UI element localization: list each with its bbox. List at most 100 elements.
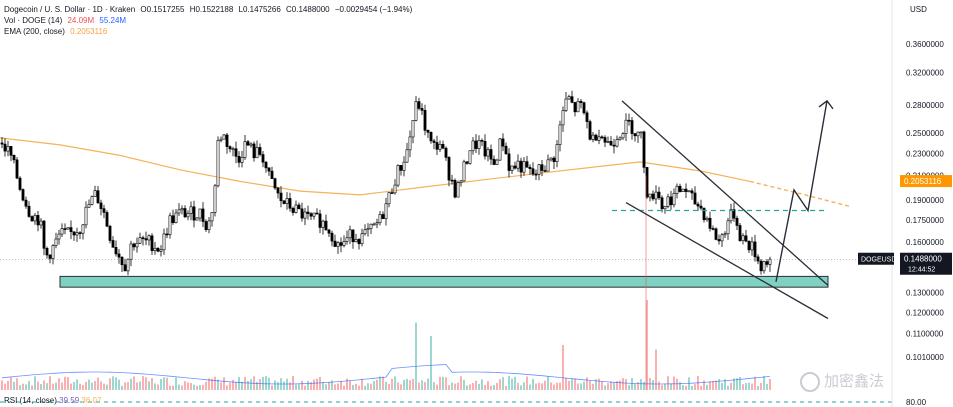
volume-legend[interactable]: Vol · DOGE (14) 24.09M 55.24M	[4, 15, 129, 26]
candle-body	[21, 189, 25, 201]
candle-body	[561, 110, 565, 126]
candle-body	[507, 153, 511, 171]
volume-bar	[40, 384, 42, 390]
volume-bar	[451, 382, 453, 390]
candle-body	[756, 256, 760, 262]
candle-body	[663, 205, 667, 210]
volume-bar	[55, 382, 57, 390]
candle-body	[564, 98, 568, 111]
candle-body	[585, 112, 589, 122]
close-value: C0.1488000	[286, 5, 330, 14]
candle-body	[477, 140, 481, 149]
candle-body	[429, 132, 433, 142]
volume-bar	[100, 381, 102, 390]
symbol-legend[interactable]: Dogecoin / U. S. Dollar · 1D · Kraken O0…	[4, 4, 415, 15]
candle-body	[36, 215, 40, 226]
candle-body	[66, 227, 70, 230]
symbol-tag-label: DOGEUSD	[861, 257, 896, 264]
candle-body	[420, 108, 424, 111]
volume-bar	[349, 380, 351, 390]
candle-body	[681, 188, 685, 192]
candle-body	[30, 216, 34, 222]
candle-body	[198, 208, 202, 219]
volume-bar	[247, 381, 249, 390]
candle-body	[78, 232, 82, 234]
volume-bar	[493, 385, 495, 390]
volume-bar	[517, 382, 519, 390]
volume-bar	[250, 379, 252, 390]
candle-body	[438, 144, 442, 150]
volume-bar	[445, 377, 447, 390]
candle-body	[243, 141, 247, 158]
candle-body	[696, 203, 700, 207]
volume-bar	[472, 382, 474, 390]
volume-bar	[31, 385, 33, 390]
volume-bar	[724, 379, 726, 390]
projection-path	[775, 100, 828, 282]
candle-body	[153, 247, 157, 251]
candle-body	[708, 217, 712, 229]
volume-bar	[46, 383, 48, 390]
candle-body	[99, 202, 103, 209]
candle-body	[597, 136, 601, 141]
candle-body	[651, 193, 655, 200]
candle-body	[270, 170, 274, 179]
volume-bar	[544, 380, 546, 390]
volume-bar	[631, 378, 633, 390]
volume-bar	[529, 384, 531, 390]
volume-bar	[370, 383, 372, 390]
volume-bar	[85, 381, 87, 390]
volume-bar	[271, 385, 273, 390]
ema-legend[interactable]: EMA (200, close) 0.2053116	[4, 26, 110, 37]
candle-body	[114, 247, 118, 255]
candle-body	[615, 139, 619, 147]
volume-bar	[664, 383, 666, 390]
volume-bar	[574, 378, 576, 390]
volume-bar	[346, 378, 348, 390]
volume-bar	[283, 381, 285, 390]
volume-bar	[259, 378, 261, 390]
volume-bar	[133, 376, 135, 390]
volume-bar	[505, 385, 507, 390]
candle-body	[657, 191, 661, 199]
candle-body	[273, 178, 277, 189]
volume-bar	[718, 379, 720, 390]
volume-bar	[424, 382, 426, 390]
volume-bar	[703, 380, 705, 390]
candle-body	[642, 131, 646, 168]
bird-logo-icon	[800, 372, 820, 393]
price-tick-label: 0.1300000	[906, 289, 944, 298]
candle-body	[207, 220, 211, 230]
candle-body	[63, 228, 67, 230]
ema-200-line	[0, 137, 751, 196]
candle-body	[426, 130, 430, 133]
volume-bar	[691, 385, 693, 390]
candle-body	[144, 238, 148, 241]
volume-bar	[589, 381, 591, 390]
candle-body	[630, 120, 634, 134]
volume-bar	[442, 376, 444, 390]
volume-bar	[328, 381, 330, 390]
volume-bar	[658, 381, 660, 390]
candle-body	[210, 212, 214, 222]
volume-bar	[334, 384, 336, 390]
volume-bar	[736, 378, 738, 390]
volume-pane	[1, 300, 771, 390]
high-value: H0.1522188	[189, 5, 234, 14]
candle-body	[360, 233, 364, 245]
volume-bar	[520, 385, 522, 390]
candle-body	[192, 206, 196, 221]
volume-bar	[607, 383, 609, 390]
candle-body	[669, 196, 673, 206]
volume-bar	[406, 378, 408, 390]
candle-body	[525, 161, 529, 168]
candle-body	[555, 144, 559, 162]
volume-bar	[547, 376, 549, 390]
volume-ma-line	[1, 364, 771, 385]
candle-body	[183, 208, 187, 218]
candle-body	[528, 167, 532, 169]
rsi-legend[interactable]: RSI (14, close) 39.59 36.07	[4, 396, 101, 405]
volume-bar	[202, 384, 204, 390]
candle-body	[570, 96, 574, 103]
candle-body	[369, 223, 373, 229]
